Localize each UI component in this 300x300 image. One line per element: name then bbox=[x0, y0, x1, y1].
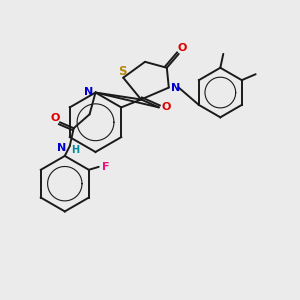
Text: O: O bbox=[178, 43, 188, 53]
Text: S: S bbox=[118, 65, 127, 78]
Text: N: N bbox=[57, 143, 66, 153]
Text: F: F bbox=[102, 162, 110, 172]
Text: N: N bbox=[84, 86, 93, 97]
Text: O: O bbox=[161, 102, 170, 112]
Text: O: O bbox=[50, 113, 60, 123]
Text: H: H bbox=[70, 145, 79, 155]
Text: N: N bbox=[171, 82, 180, 93]
